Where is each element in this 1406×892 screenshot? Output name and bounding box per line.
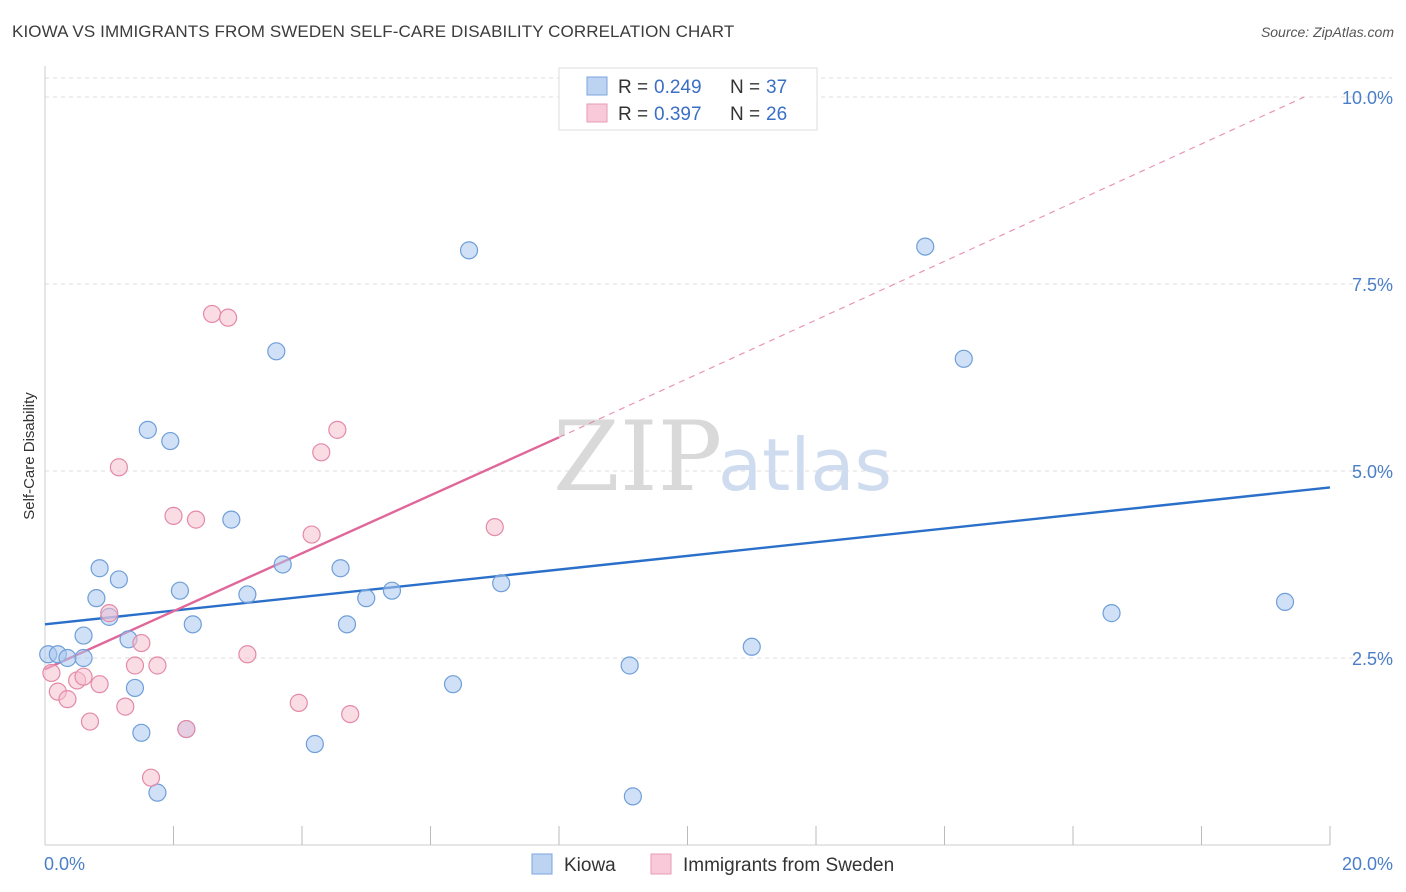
sweden-point [238, 645, 257, 664]
kiowa-point [161, 431, 180, 451]
points-layer [39, 237, 1295, 806]
sweden-point [219, 308, 238, 327]
kiowa-point [305, 734, 324, 754]
kiowa-point [1102, 604, 1121, 623]
sweden-point [58, 690, 77, 709]
watermark-atlas: atlas [718, 423, 892, 507]
sweden-point [80, 712, 100, 731]
series-legend-label-kiowa: Kiowa [564, 855, 616, 876]
sweden-point [116, 697, 135, 716]
sweden-point [302, 525, 321, 544]
kiowa-point [443, 675, 463, 694]
kiowa-point [222, 510, 241, 529]
kiowa-point [58, 648, 77, 668]
sweden-point [148, 656, 167, 675]
y-axis-label: Self-Care Disability [21, 392, 38, 520]
series-legend: Kiowa Immigrants from Sweden [531, 853, 894, 876]
sweden-point [164, 506, 183, 525]
kiowa-point [132, 723, 151, 742]
trend-extension-sweden [558, 96, 1305, 438]
kiowa-point [74, 648, 93, 668]
legend-n-label-sweden: N = [730, 104, 760, 125]
legend-r-label-sweden: R = [618, 104, 648, 125]
sweden-point [328, 420, 347, 439]
y-tick-label: 10.0% [1342, 88, 1393, 108]
kiowa-point [125, 678, 145, 698]
series-legend-swatch-kiowa [531, 853, 553, 875]
kiowa-point [267, 342, 286, 361]
kiowa-point [74, 626, 93, 645]
kiowa-point [459, 241, 479, 260]
kiowa-point [273, 555, 292, 574]
kiowa-point [148, 783, 167, 802]
sweden-point [74, 667, 93, 686]
y-tick-label: 7.5% [1352, 275, 1393, 295]
kiowa-point [492, 574, 511, 593]
kiowa-point [742, 637, 761, 656]
legend-n-value-kiowa: 37 [766, 77, 787, 98]
legend-r-label-kiowa: R = [618, 77, 648, 98]
sweden-point [312, 443, 331, 462]
y-tick-label: 2.5% [1352, 649, 1393, 669]
sweden-point [186, 510, 206, 529]
trend-layer [44, 96, 1331, 671]
legend-swatch-sweden [586, 103, 608, 123]
legend-swatch-kiowa [586, 76, 608, 96]
kiowa-point [87, 589, 106, 608]
kiowa-point [623, 787, 642, 806]
sweden-point [42, 663, 61, 683]
kiowa-point [183, 615, 202, 634]
watermark-zip: ZIP [553, 401, 722, 513]
kiowa-point [1275, 592, 1295, 612]
kiowa-point [170, 581, 190, 600]
kiowa-point [331, 559, 350, 578]
legend-r-value-kiowa: 0.249 [654, 77, 702, 98]
sweden-point [341, 704, 360, 724]
sweden-point [125, 656, 145, 675]
kiowa-point [109, 570, 128, 589]
kiowa-point [620, 656, 639, 675]
sweden-point [141, 768, 161, 787]
watermark: ZIP atlas [553, 401, 892, 513]
x-tick-label: 0.0% [44, 854, 85, 874]
kiowa-point [337, 615, 357, 634]
series-legend-swatch-sweden [650, 853, 672, 875]
sweden-point [485, 517, 504, 537]
x-tick-label: 20.0% [1342, 854, 1393, 874]
sweden-point [177, 719, 196, 739]
kiowa-point [138, 420, 157, 439]
sweden-point [289, 693, 308, 712]
y-tick-label: 5.0% [1352, 462, 1393, 482]
sweden-point [90, 675, 109, 694]
kiowa-point [238, 585, 257, 604]
series-legend-label-sweden: Immigrants from Sweden [683, 855, 894, 876]
kiowa-point [382, 581, 402, 600]
source-label: Source: ZipAtlas.com [1260, 24, 1394, 40]
grid-layer [45, 77, 1392, 659]
stats-legend: R = 0.249 N = 37 R = 0.397 N = 26 [558, 67, 818, 131]
chart-title: KIOWA VS IMMIGRANTS FROM SWEDEN SELF-CAR… [12, 22, 735, 41]
sweden-point [109, 458, 128, 477]
trend-line-kiowa [44, 486, 1331, 626]
kiowa-point [954, 349, 973, 368]
legend-r-value-sweden: 0.397 [654, 104, 702, 125]
sweden-point [100, 604, 119, 623]
sweden-point [132, 633, 151, 653]
kiowa-point [916, 237, 935, 256]
kiowa-point [90, 559, 109, 578]
kiowa-point [357, 589, 376, 608]
legend-n-value-sweden: 26 [766, 104, 787, 125]
sweden-point [202, 304, 222, 324]
axes-layer: 2.5% 5.0% 7.5% 10.0% 0.0% 20.0% [44, 66, 1393, 874]
legend-n-label-kiowa: N = [730, 77, 760, 98]
